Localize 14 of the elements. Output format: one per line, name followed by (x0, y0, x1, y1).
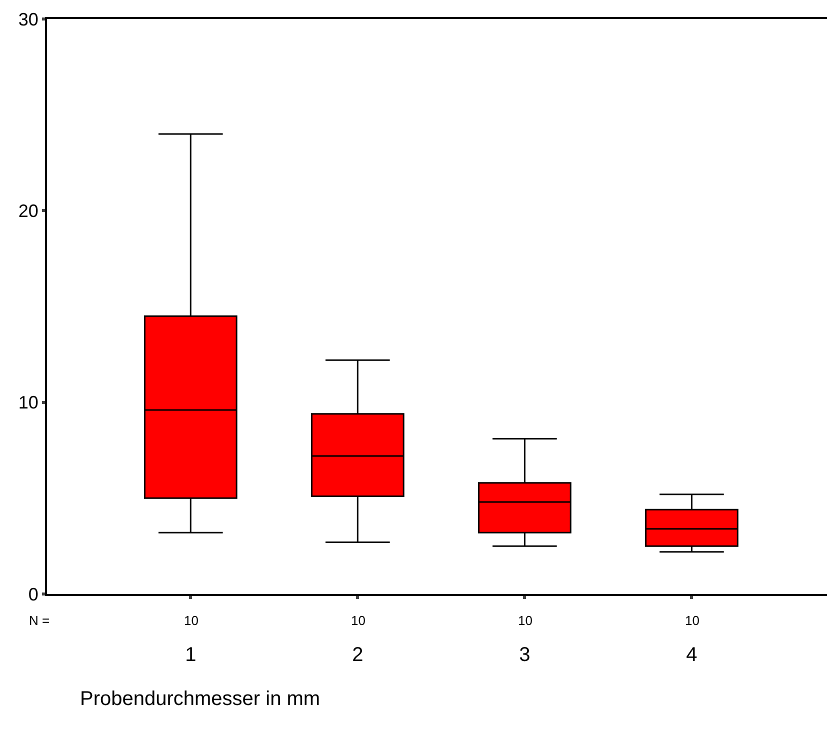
y-tick-label: 20 (18, 200, 38, 221)
x-tick-label: 1 (185, 644, 196, 666)
text: N = (29, 613, 50, 628)
text: 10 (351, 613, 366, 628)
x-tick-label: 3 (519, 644, 530, 666)
x-tick-label: 2 (352, 644, 364, 666)
text: 10 (685, 613, 700, 628)
y-tick-label: 10 (18, 392, 38, 413)
y-tick-label: 30 (18, 9, 38, 30)
text: 10 (518, 613, 532, 628)
text: 10 (184, 613, 198, 628)
x-tick-label: 4 (686, 644, 698, 666)
y-tick-label: 0 (28, 584, 38, 604)
x-axis-title: Probendurchmesser in mm (80, 688, 320, 710)
